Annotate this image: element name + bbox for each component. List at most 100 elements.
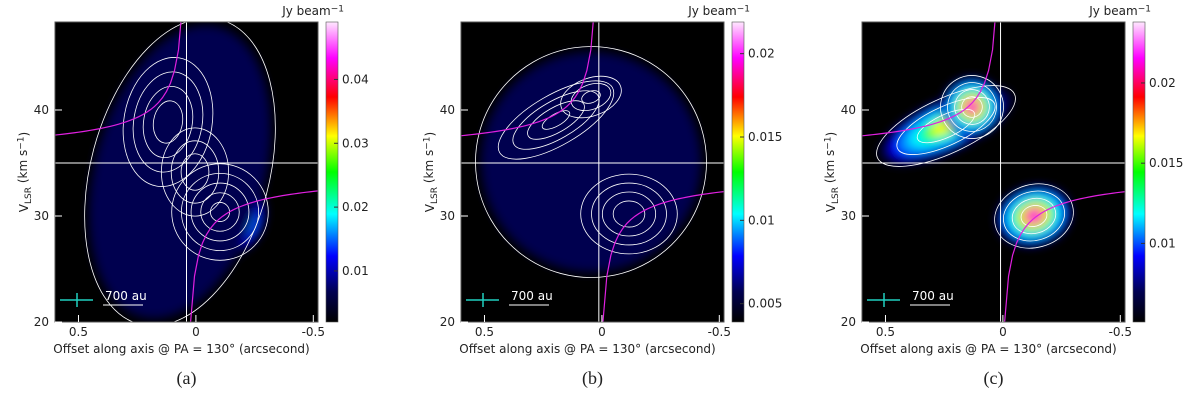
contour — [152, 100, 184, 144]
scale-bar-label: 700 au — [912, 289, 954, 303]
emission-level — [1027, 210, 1041, 222]
colorbar — [1132, 21, 1146, 323]
contour — [581, 90, 601, 104]
x-axis-label: Offset along axis @ PA = 130° (arcsecond… — [53, 342, 309, 356]
colorbar-tick-label: 0.02 — [748, 47, 775, 61]
x-tick-label: -0.5 — [302, 325, 325, 339]
y-tick-label: 40 — [440, 103, 455, 117]
keplerian-curve — [1004, 191, 1125, 322]
y-axis-label-part: −1 — [16, 137, 26, 150]
y-axis-label-part: ) — [17, 132, 31, 137]
colorbar-tick-label: 0.01 — [1149, 236, 1176, 250]
emission — [55, 22, 318, 322]
contour — [591, 182, 667, 246]
x-tick-label: 0.5 — [475, 325, 494, 339]
emission-level — [89, 25, 271, 319]
contour — [954, 89, 990, 125]
colorbar-tick-label: 0.02 — [1149, 76, 1176, 90]
y-tick-label: 20 — [841, 315, 856, 329]
y-axis-label: VLSR (km s−1) — [422, 132, 440, 212]
x-tick-label: 0.5 — [876, 325, 895, 339]
contour — [612, 200, 646, 228]
keplerian-curve — [461, 22, 594, 137]
contour — [940, 75, 1004, 139]
contour — [541, 110, 571, 130]
y-axis-label-part: (km s — [823, 150, 837, 187]
y-axis-label-part: V — [17, 203, 31, 212]
y-axis-label-part: V — [423, 203, 437, 212]
x-axis-label: Offset along axis @ PA = 130° (arcsecond… — [860, 342, 1116, 356]
contour — [171, 163, 269, 261]
colorbar-tick-label: 0.03 — [342, 136, 369, 150]
contour — [200, 192, 240, 232]
x-tick-label: 0 — [192, 325, 200, 339]
contour — [512, 90, 600, 150]
colorbar-tick-label: 0.015 — [1149, 156, 1183, 170]
y-tick-label: 30 — [841, 209, 856, 223]
plot-frame — [460, 21, 725, 323]
y-tick-label: 30 — [440, 209, 455, 223]
x-tick-label: -0.5 — [708, 325, 731, 339]
colorbar-tick-label: 0.02 — [342, 200, 369, 214]
contour — [180, 153, 210, 191]
emission-map — [481, 52, 701, 272]
panel-caption: (b) — [582, 368, 603, 389]
plot-background — [862, 22, 1125, 322]
colorbar-label: Jy beam−1 — [687, 4, 750, 18]
contour — [580, 173, 678, 255]
colorbar-label-part: Jy beam — [281, 4, 331, 18]
colorbar-tick-label: 0.04 — [342, 72, 369, 86]
keplerian-curve — [55, 22, 182, 136]
y-axis-label-part: ) — [824, 132, 838, 137]
contour — [170, 140, 220, 204]
x-tick-label: 0.5 — [69, 325, 88, 339]
y-tick-label: 30 — [34, 209, 49, 223]
contour — [132, 71, 204, 173]
plot-frame — [54, 21, 319, 323]
panel: 700 au 0.5 0 -0.5 20 30 40 Offset along axis @ … — [16, 4, 369, 389]
contour — [527, 100, 585, 140]
colorbar-label-part: −1 — [737, 4, 750, 14]
contour — [947, 82, 997, 132]
contour — [142, 85, 194, 159]
y-axis-label-part: ) — [423, 132, 437, 137]
panel-caption: (a) — [177, 368, 197, 389]
contour — [122, 57, 214, 187]
contour — [180, 172, 260, 252]
emission-level — [481, 52, 701, 272]
colorbar-label: Jy beam−1 — [281, 4, 344, 18]
colorbar-label-part: −1 — [1138, 4, 1151, 14]
contour — [160, 127, 229, 217]
scale-bar-label: 700 au — [105, 289, 147, 303]
y-axis-label-part: LSR — [430, 187, 440, 204]
panel-caption: (c) — [984, 368, 1004, 389]
contour — [961, 96, 983, 118]
colorbar — [325, 21, 339, 323]
contour — [1011, 197, 1057, 235]
contour — [475, 46, 707, 278]
colorbar-label-part: −1 — [331, 4, 344, 14]
y-axis-label-part: V — [824, 203, 838, 212]
contour — [1020, 205, 1048, 227]
keplerian-curve — [189, 190, 318, 322]
x-axis-label: Offset along axis @ PA = 130° (arcsecond… — [459, 342, 715, 356]
keplerian-curve — [602, 190, 724, 322]
contour — [1003, 190, 1065, 242]
colorbar-tick-label: 0.01 — [748, 213, 775, 227]
colorbar-label-part: Jy beam — [1088, 4, 1138, 18]
y-axis-label-part: −1 — [823, 137, 833, 150]
colorbar — [731, 21, 745, 323]
contour — [994, 183, 1074, 249]
x-tick-label: -0.5 — [1109, 325, 1132, 339]
y-tick-label: 20 — [440, 315, 455, 329]
contour — [876, 85, 1016, 167]
colorbar-label-part: Jy beam — [687, 4, 737, 18]
contour — [84, 22, 276, 322]
plot-frame — [861, 21, 1126, 323]
y-axis-label: VLSR (km s−1) — [16, 132, 34, 212]
emission — [461, 22, 724, 322]
colorbar-label: Jy beam−1 — [1088, 4, 1151, 18]
colorbar-tick-label: 0.015 — [748, 130, 782, 144]
y-axis-label-part: −1 — [422, 137, 432, 150]
